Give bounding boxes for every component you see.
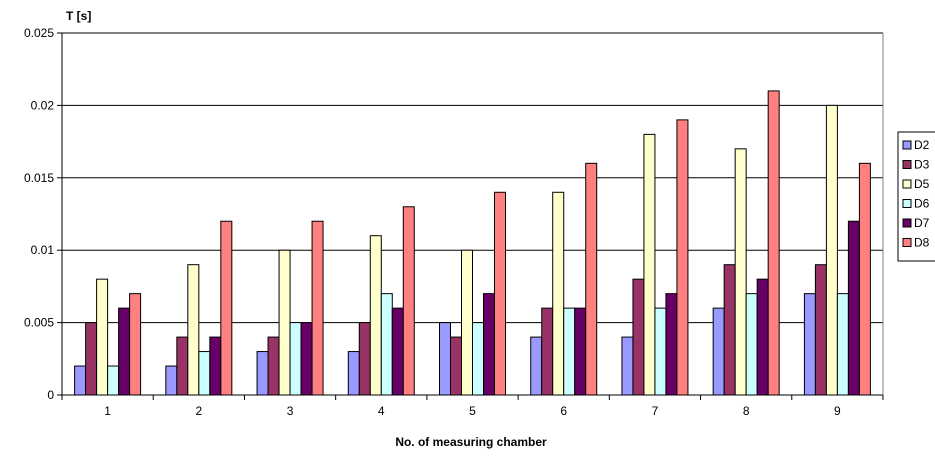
legend-label-d5: D5 [914,177,930,191]
bar-d6-9 [836,293,849,396]
bar-d8-4 [402,206,415,396]
bar-d2-2 [165,365,178,396]
bar-d2-7 [621,336,634,396]
bar-d8-1 [129,293,142,396]
bar-d3-8 [723,264,736,396]
bar-d7-9 [847,220,860,396]
bar-d5-3 [278,249,291,396]
bar-d6-2 [198,351,211,396]
bar-d5-6 [552,191,565,396]
bar-d8-9 [858,162,871,396]
bar-d6-8 [745,293,758,396]
bar-d2-8 [712,307,725,396]
bar-d8-5 [494,191,506,396]
legend: D2 D3 D5 D6 D7 D8 [897,131,935,262]
y-tick-label: 0.015 [24,171,54,185]
y-tick-label: 0 [47,388,54,402]
bar-d2-4 [347,351,360,396]
bar-d7-4 [391,307,404,396]
bar-d7-5 [483,293,495,396]
bar-d6-5 [472,322,484,396]
bar-d7-2 [209,336,222,396]
legend-label-d3: D3 [914,158,930,172]
legend-label-d2: D2 [914,138,930,152]
bar-d3-9 [814,264,827,396]
bar-d3-1 [85,322,98,396]
bar-d3-3 [267,336,280,396]
legend-label-d6: D6 [914,197,930,211]
bar-d8-6 [585,162,598,396]
bar-d7-1 [118,307,131,396]
legend-swatch-d5 [902,179,912,189]
legend-swatch-d7 [902,218,912,228]
bar-d3-4 [358,322,371,396]
y-axis-title: T [s] [66,9,91,23]
bar-d2-1 [74,365,87,396]
x-tick-label: 6 [560,404,567,418]
bar-d7-7 [665,293,678,396]
legend-swatch-d2 [902,140,912,150]
x-tick-label: 4 [378,404,385,418]
x-axis-title: No. of measuring chamber [395,435,547,449]
x-tick-label: 7 [652,404,659,418]
bar-d8-7 [676,119,689,396]
bar-d2-9 [803,293,816,396]
bar-d7-8 [756,278,769,396]
bar-d6-1 [107,365,120,396]
y-tick-label: 0.02 [31,98,55,112]
bar-d3-2 [176,336,189,396]
y-tick-label: 0.01 [31,243,55,257]
bar-d6-6 [563,307,576,396]
x-tick-label: 9 [834,404,841,418]
bar-d5-4 [369,235,382,396]
bar-d7-6 [574,307,587,396]
bar-d2-5 [439,322,451,396]
x-tick-label: 3 [287,404,294,418]
bar-d8-3 [311,220,324,396]
y-tick-label: 0.005 [24,316,54,330]
bar-d5-7 [643,133,656,396]
legend-swatch-d8 [902,238,912,247]
bar-d5-5 [461,249,473,396]
bar-d6-4 [380,293,393,396]
bar-d2-6 [530,336,543,396]
bar-d2-3 [256,351,269,396]
x-tick-label: 5 [469,404,476,418]
legend-swatch-d6 [902,199,912,208]
x-tick-label: 8 [743,404,750,418]
bar-d5-2 [187,264,200,396]
bar-d3-7 [632,278,645,396]
axes: 0 0.005 0.01 0.015 0.02 0.025 1 2 3 4 5 6 7 8 9 [24,26,884,418]
y-tick-label: 0.025 [24,26,54,40]
legend-swatch-d3 [902,160,912,169]
bar-d3-6 [541,307,554,396]
x-tick-label: 2 [195,404,202,418]
bar-d6-3 [289,322,302,396]
bar-d8-2 [220,220,233,396]
bar-d5-1 [96,278,109,396]
bar-d3-5 [450,336,462,396]
bar-d7-3 [300,322,313,396]
bar-d8-8 [767,90,780,396]
bar-d6-7 [654,307,667,396]
x-tick-label: 1 [104,404,111,418]
legend-label-d8: D8 [914,236,930,250]
bar-d5-9 [825,104,838,396]
legend-label-d7: D7 [914,216,930,230]
bars [74,90,871,396]
bar-d5-8 [734,148,747,396]
